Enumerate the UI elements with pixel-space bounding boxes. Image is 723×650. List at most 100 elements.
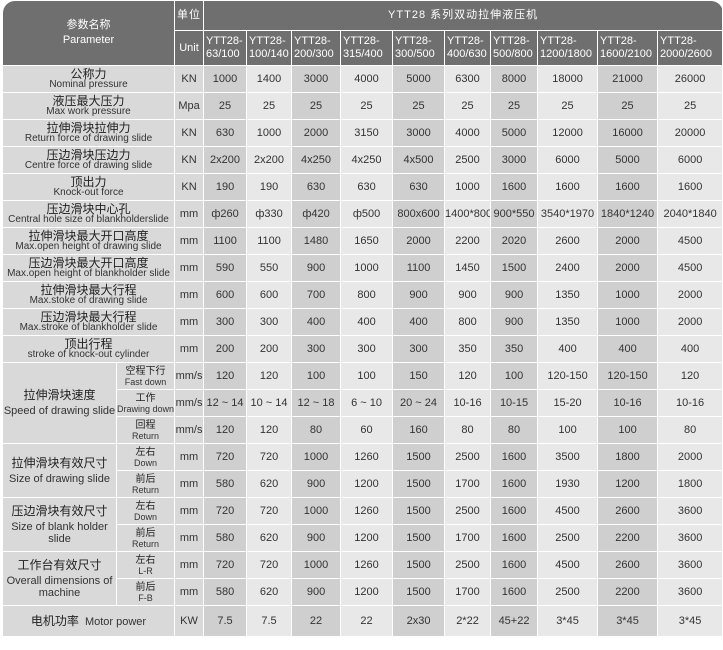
sub-parameter-label: 前后 Return	[115, 524, 176, 552]
value-cell: 2040*1840	[657, 200, 723, 228]
unit-cell: mm/s	[174, 362, 205, 390]
sub-parameter-label: 回程 Return	[115, 416, 176, 444]
model-code: 300/500	[395, 48, 435, 60]
label-cn: 顶出力	[70, 175, 107, 189]
value-cell: 80	[490, 416, 539, 444]
value-cell: 580	[203, 578, 248, 606]
value-cell: 1800	[597, 443, 659, 471]
label-cn: 左右	[135, 500, 156, 512]
spec-table: 参数名称 Parameter 单位 YTT28 系列双动拉伸液压机 Unit Y…	[1, 0, 723, 637]
model-code: 500/800	[493, 48, 533, 60]
label-en: F-B	[138, 592, 153, 603]
value-cell: 3540*1970	[537, 200, 599, 228]
value-cell: 1450	[444, 254, 492, 282]
value-cell: 400	[657, 335, 723, 363]
value-cell: 1500	[392, 470, 446, 498]
value-cell: 1600	[490, 470, 539, 498]
label-cn: 压边滑块压边力	[46, 148, 131, 162]
value-cell: 12 ~ 18	[291, 389, 342, 417]
label-cn: 压边滑块最大开口高度	[28, 256, 149, 270]
label-en: Max.stoke of drawing slide	[29, 295, 148, 306]
unit-cell: mm	[174, 200, 205, 228]
model-prefix: YTT28-	[540, 35, 577, 47]
label-en: Max work pressure	[46, 106, 131, 117]
value-cell: 900*550	[490, 200, 539, 228]
parameter-label: 顶出行程 stroke of knock-out cylinder	[1, 335, 176, 363]
value-cell: 1600	[597, 173, 659, 201]
value-cell: 2000	[291, 119, 342, 147]
value-cell: 2200	[444, 227, 492, 255]
parameter-label: 压边滑块最大行程 Max.stroke of blankholder slide	[1, 308, 176, 336]
label-cn: 公称力	[70, 67, 107, 81]
value-cell: 12000	[537, 119, 599, 147]
value-cell: 6000	[657, 146, 723, 174]
value-cell: 700	[291, 281, 342, 309]
value-cell: 1700	[444, 470, 492, 498]
value-cell: 22	[340, 605, 394, 637]
label-cn: 工作台有效尺寸	[17, 557, 102, 572]
value-cell: 200	[203, 335, 248, 363]
value-cell: 80	[291, 416, 342, 444]
label-en: Return	[132, 484, 160, 495]
value-cell: 720	[203, 443, 248, 471]
unit-cell: mm	[174, 497, 205, 525]
table-row: 工作台有效尺寸 Overall dimensions of machine 左右 L-…	[2, 551, 723, 606]
model-code: 315/400	[343, 48, 383, 60]
label-en: Return force of drawing slide	[24, 133, 153, 144]
value-cell: 720	[246, 443, 293, 471]
value-cell: 1600	[490, 173, 539, 201]
parameter-label: 压边滑块最大开口高度 Max.open height of blankholder…	[1, 254, 176, 282]
value-cell: 600	[246, 281, 293, 309]
unit-header-en: Unit	[174, 30, 205, 66]
value-cell: 300	[246, 308, 293, 336]
value-cell: 2500	[537, 524, 599, 552]
value-cell: 1500	[392, 443, 446, 471]
table-row: 拉伸滑块最大行程 Max.stoke of drawing slide mm 600 6…	[1, 281, 723, 309]
label-cn: 电机功率	[30, 613, 79, 628]
model-prefix: YTT28-	[660, 35, 697, 47]
value-cell: 1400*800	[444, 200, 492, 228]
value-cell: 1350	[537, 281, 599, 309]
value-cell: 3*45	[537, 605, 599, 637]
value-cell: 630	[203, 119, 248, 147]
value-cell: 4500	[537, 497, 599, 525]
value-cell: 5000	[490, 119, 539, 147]
value-cell: 2*22	[444, 605, 492, 637]
value-cell: 120	[444, 362, 492, 390]
value-cell: 1500	[392, 524, 446, 552]
value-cell: 100	[537, 416, 599, 444]
value-cell: 10 ~ 14	[246, 389, 293, 417]
table-row: 公称力 Nominal pressure KN 1000 1400 3000 4000 500…	[1, 65, 723, 93]
value-cell: 120	[246, 362, 293, 390]
model-code: 1200/1800	[540, 48, 593, 60]
value-cell: 60	[340, 416, 394, 444]
label-en: Max.open height of drawing slide	[15, 241, 162, 252]
value-cell: 800x600	[392, 200, 446, 228]
value-cell: 3600	[657, 551, 723, 579]
value-cell: 25	[246, 92, 293, 120]
value-cell: 900	[444, 281, 492, 309]
value-cell: 620	[246, 524, 293, 552]
table-row: 压边滑块压边力 Centre force of drawing slide KN 2x…	[1, 146, 723, 174]
label-en: Speed of drawing slide	[3, 405, 116, 417]
value-cell: 5000	[392, 65, 446, 93]
value-cell: 120	[203, 416, 248, 444]
value-cell: 200	[246, 335, 293, 363]
value-cell: 15-20	[537, 389, 599, 417]
label-en: Down	[134, 511, 158, 522]
value-cell: 800	[340, 281, 394, 309]
value-cell: ф330	[246, 200, 293, 228]
value-cell: 600	[203, 281, 248, 309]
value-cell: 400	[537, 335, 599, 363]
value-cell: 1100	[246, 227, 293, 255]
value-cell: 720	[246, 551, 293, 579]
value-cell: 2x200	[246, 146, 293, 174]
value-cell: 400	[340, 308, 394, 336]
model-prefix: YTT28-	[493, 35, 530, 47]
label-cn: 空程下行	[125, 365, 166, 377]
value-cell: 6300	[444, 65, 492, 93]
value-cell: 1000	[203, 65, 248, 93]
label-en: Size of blank holder slide	[11, 520, 108, 545]
table-row: 拉伸滑块速度 Speed of drawing slide 空程下行 Fast dow…	[2, 362, 723, 444]
label-cn: 回程	[135, 419, 156, 431]
